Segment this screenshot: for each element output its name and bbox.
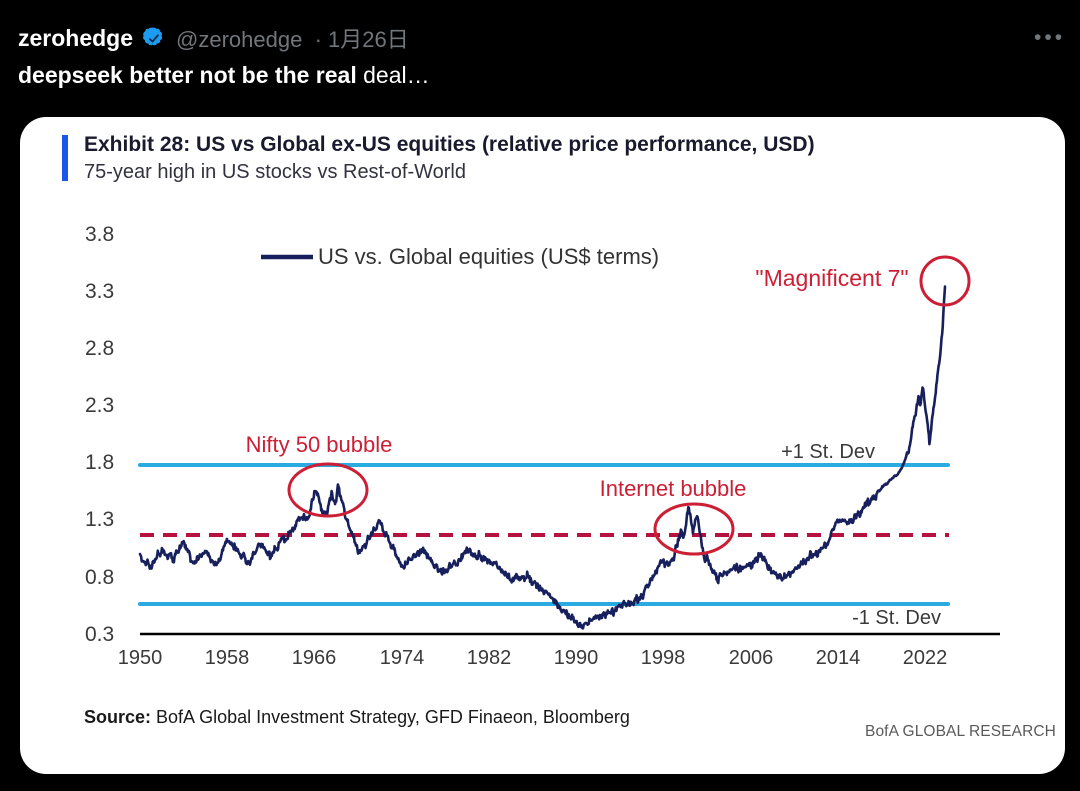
svg-text:Nifty 50 bubble: Nifty 50 bubble xyxy=(246,432,393,457)
svg-text:3.3: 3.3 xyxy=(85,280,114,303)
svg-text:1998: 1998 xyxy=(641,647,686,669)
svg-text:1958: 1958 xyxy=(205,647,250,669)
svg-text:1.8: 1.8 xyxy=(85,451,114,474)
svg-text:1950: 1950 xyxy=(118,647,163,669)
svg-text:Internet bubble: Internet bubble xyxy=(600,476,747,501)
svg-text:2014: 2014 xyxy=(816,647,861,669)
svg-text:US vs. Global equities (US$ te: US vs. Global equities (US$ terms) xyxy=(318,244,659,269)
svg-text:1.3: 1.3 xyxy=(85,508,114,531)
svg-text:3.8: 3.8 xyxy=(85,223,114,246)
svg-text:2.3: 2.3 xyxy=(85,394,114,417)
svg-text:0.8: 0.8 xyxy=(85,566,114,589)
svg-text:0.3: 0.3 xyxy=(85,623,114,646)
svg-text:"Magnificent 7": "Magnificent 7" xyxy=(755,265,908,291)
svg-text:1982: 1982 xyxy=(467,647,512,669)
svg-text:2022: 2022 xyxy=(903,647,948,669)
svg-text:1966: 1966 xyxy=(292,647,337,669)
svg-text:1990: 1990 xyxy=(554,647,599,669)
svg-text:2.8: 2.8 xyxy=(85,337,114,360)
svg-text:+1 St. Dev: +1 St. Dev xyxy=(781,441,875,463)
svg-text:-1 St. Dev: -1 St. Dev xyxy=(852,607,941,629)
svg-text:2006: 2006 xyxy=(729,647,774,669)
svg-text:1974: 1974 xyxy=(380,647,425,669)
